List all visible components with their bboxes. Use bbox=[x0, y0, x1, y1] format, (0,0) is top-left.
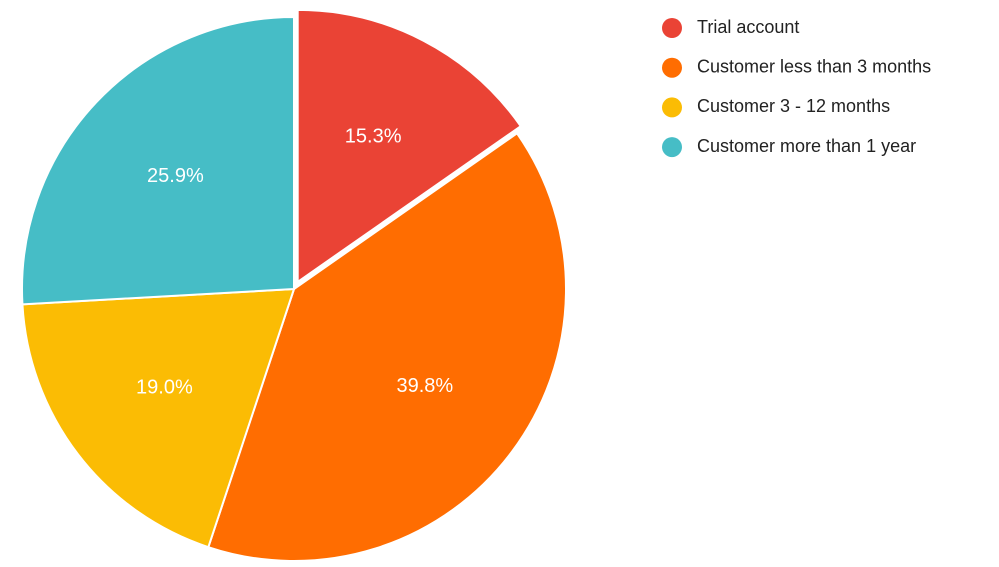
pie-slice bbox=[21, 15, 295, 306]
legend-swatch bbox=[662, 97, 682, 118]
pie-slice bbox=[21, 287, 296, 549]
slice-label: 19.0% bbox=[136, 376, 193, 398]
legend-swatch bbox=[662, 57, 682, 78]
pie-slice bbox=[207, 131, 567, 562]
legend-label: Trial account bbox=[697, 17, 799, 37]
pie-slice bbox=[296, 8, 523, 284]
legend-label: Customer more than 1 year bbox=[697, 136, 916, 156]
legend-swatch bbox=[662, 137, 682, 158]
slice-label: 15.3% bbox=[345, 125, 402, 147]
slice-label: 25.9% bbox=[147, 165, 204, 187]
legend-label: Customer 3 - 12 months bbox=[697, 96, 890, 116]
legend-swatch bbox=[662, 18, 682, 38]
legend-label: Customer less than 3 months bbox=[697, 56, 931, 76]
slice-label: 39.8% bbox=[396, 375, 453, 397]
